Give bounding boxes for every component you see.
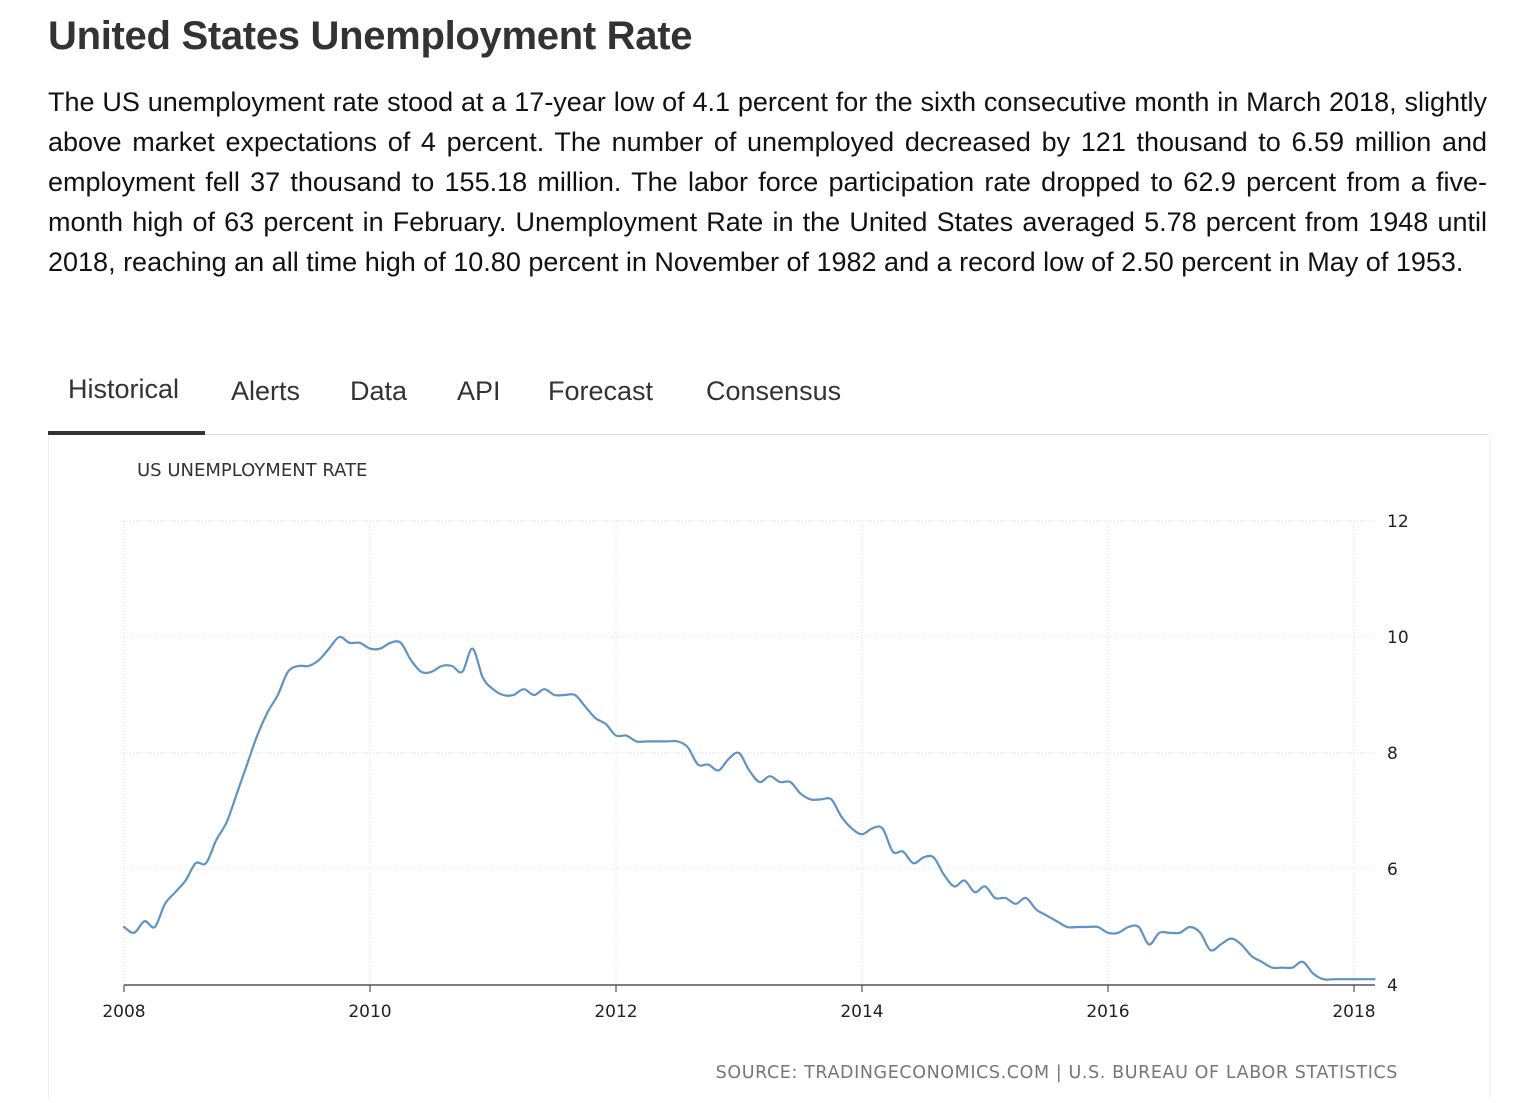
- x-tick-label: 2010: [348, 1002, 391, 1022]
- series-line-unemployment-rate: [122, 635, 1376, 981]
- y-tick-label: 6: [1387, 860, 1398, 880]
- axes: 4 6 8 10 12 2008 2010 2012 2014 2016 2018: [102, 512, 1408, 1022]
- x-tick-label: 2008: [102, 1002, 145, 1022]
- tab-alerts[interactable]: Alerts: [231, 376, 301, 406]
- x-tick-label: 2012: [594, 1002, 637, 1022]
- chart-source: SOURCE: TRADINGECONOMICS.COM | U.S. BURE…: [716, 1063, 1398, 1083]
- y-tick-label: 4: [1387, 976, 1398, 996]
- chart-title: US UNEMPLOYMENT RATE: [137, 460, 367, 481]
- chart-panel: US UNEMPLOYMENT RATE 4 6 8 10 12 2008 2010 2012…: [48, 435, 1490, 1098]
- tab-forecast[interactable]: Forecast: [548, 376, 654, 406]
- tab-data[interactable]: Data: [350, 376, 408, 406]
- grid: [123, 520, 1375, 985]
- tab-bar: Historical Alerts Data API Forecast Cons…: [48, 352, 1488, 435]
- summary-paragraph: The US unemployment rate stood at a 17-y…: [48, 87, 1487, 277]
- tab-api[interactable]: API: [457, 376, 501, 406]
- page-title: United States Unemployment Rate: [48, 14, 693, 58]
- x-tick-label: 2016: [1086, 1002, 1129, 1022]
- y-tick-label: 8: [1387, 744, 1398, 764]
- x-tick-label: 2018: [1332, 1002, 1375, 1022]
- x-tick-label: 2014: [840, 1002, 883, 1022]
- tab-historical[interactable]: Historical: [68, 374, 180, 404]
- unemployment-chart: US UNEMPLOYMENT RATE 4 6 8 10 12 2008 2010 2012…: [102, 460, 1408, 1083]
- tab-consensus[interactable]: Consensus: [706, 376, 842, 406]
- active-tab-indicator: [48, 431, 205, 435]
- y-tick-label: 12: [1387, 512, 1409, 532]
- y-tick-label: 10: [1387, 628, 1409, 648]
